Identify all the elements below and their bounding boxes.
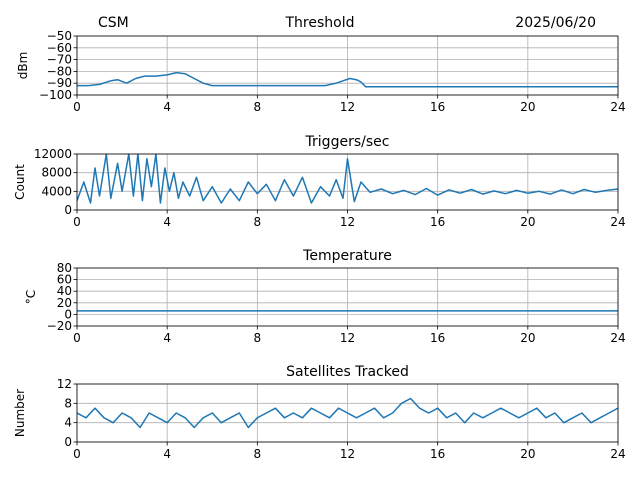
y-tick-label: 80 xyxy=(57,261,72,275)
y-tick-label: −50 xyxy=(47,29,72,43)
x-tick-label: 8 xyxy=(254,100,262,114)
y-tick-label: 12000 xyxy=(34,147,72,161)
x-tick-label: 20 xyxy=(520,215,535,229)
x-tick-label: 4 xyxy=(163,215,171,229)
x-tick-label: 4 xyxy=(163,331,171,345)
x-tick-label: 20 xyxy=(520,447,535,461)
x-tick-label: 0 xyxy=(73,447,81,461)
y-tick-label: 4 xyxy=(64,416,72,430)
x-tick-label: 8 xyxy=(254,215,262,229)
x-tick-label: 12 xyxy=(340,331,355,345)
y-tick-label: 60 xyxy=(57,273,72,287)
x-tick-label: 16 xyxy=(430,331,445,345)
y-tick-label: 8000 xyxy=(41,166,72,180)
y-tick-label: −20 xyxy=(47,319,72,333)
y-tick-label: −70 xyxy=(47,53,72,67)
x-tick-label: 24 xyxy=(610,215,625,229)
y-axis-label: dBm xyxy=(16,52,30,80)
y-tick-label: −60 xyxy=(47,41,72,55)
header-date: 2025/06/20 xyxy=(515,15,596,31)
series-line xyxy=(77,397,618,429)
y-tick-label: 0 xyxy=(64,435,72,449)
panel-title: Triggers/sec xyxy=(305,134,390,150)
y-tick-label: 4000 xyxy=(41,184,72,198)
x-tick-label: 0 xyxy=(73,215,81,229)
threshold-panel: 0 4 8 12 16 20 24 −50−60−70−80−90−100 dBm xyxy=(16,29,626,114)
y-tick-label: 20 xyxy=(57,296,72,310)
series-line xyxy=(77,154,618,204)
y-axis-label: Count xyxy=(13,164,27,200)
x-tick-label: 24 xyxy=(610,100,625,114)
y-axis-label: Number xyxy=(13,389,27,437)
x-tick-label: 8 xyxy=(254,331,262,345)
y-axis-label: °C xyxy=(24,290,38,304)
x-tick-label: 8 xyxy=(254,447,262,461)
x-tick-label: 4 xyxy=(163,447,171,461)
x-tick-label: 0 xyxy=(73,100,81,114)
y-tick-label: 8 xyxy=(64,396,72,410)
x-tick-label: 16 xyxy=(430,100,445,114)
x-tick-label: 24 xyxy=(610,331,625,345)
series-line xyxy=(77,71,618,88)
header-label-center: Threshold xyxy=(285,15,355,31)
x-tick-label: 16 xyxy=(430,215,445,229)
x-tick-label: 24 xyxy=(610,447,625,461)
header-label-left: CSM xyxy=(98,15,129,31)
y-tick-label: 40 xyxy=(57,284,72,298)
y-tick-label: −100 xyxy=(39,88,72,102)
y-tick-label: −80 xyxy=(47,64,72,78)
triggers-panel: 0 4 8 12 16 20 24 0 4000 8000 12000 Count Triggers/s… xyxy=(13,134,626,229)
x-tick-label: 20 xyxy=(520,331,535,345)
y-tick-label: 0 xyxy=(64,307,72,321)
panel-title: Temperature xyxy=(302,248,392,264)
y-tick-label: 12 xyxy=(57,377,72,391)
x-tick-label: 4 xyxy=(163,100,171,114)
x-tick-label: 16 xyxy=(430,447,445,461)
x-tick-label: 12 xyxy=(340,447,355,461)
satellites-panel: 0 4 8 12 16 20 24 0 4 8 12 Number Satellites Tracked xyxy=(13,364,626,461)
x-tick-label: 12 xyxy=(340,215,355,229)
x-tick-label: 0 xyxy=(73,331,81,345)
y-tick-label: −90 xyxy=(47,76,72,90)
y-tick-label: 0 xyxy=(64,203,72,217)
x-tick-label: 12 xyxy=(340,100,355,114)
x-tick-label: 20 xyxy=(520,100,535,114)
panel-title: Satellites Tracked xyxy=(286,364,409,380)
